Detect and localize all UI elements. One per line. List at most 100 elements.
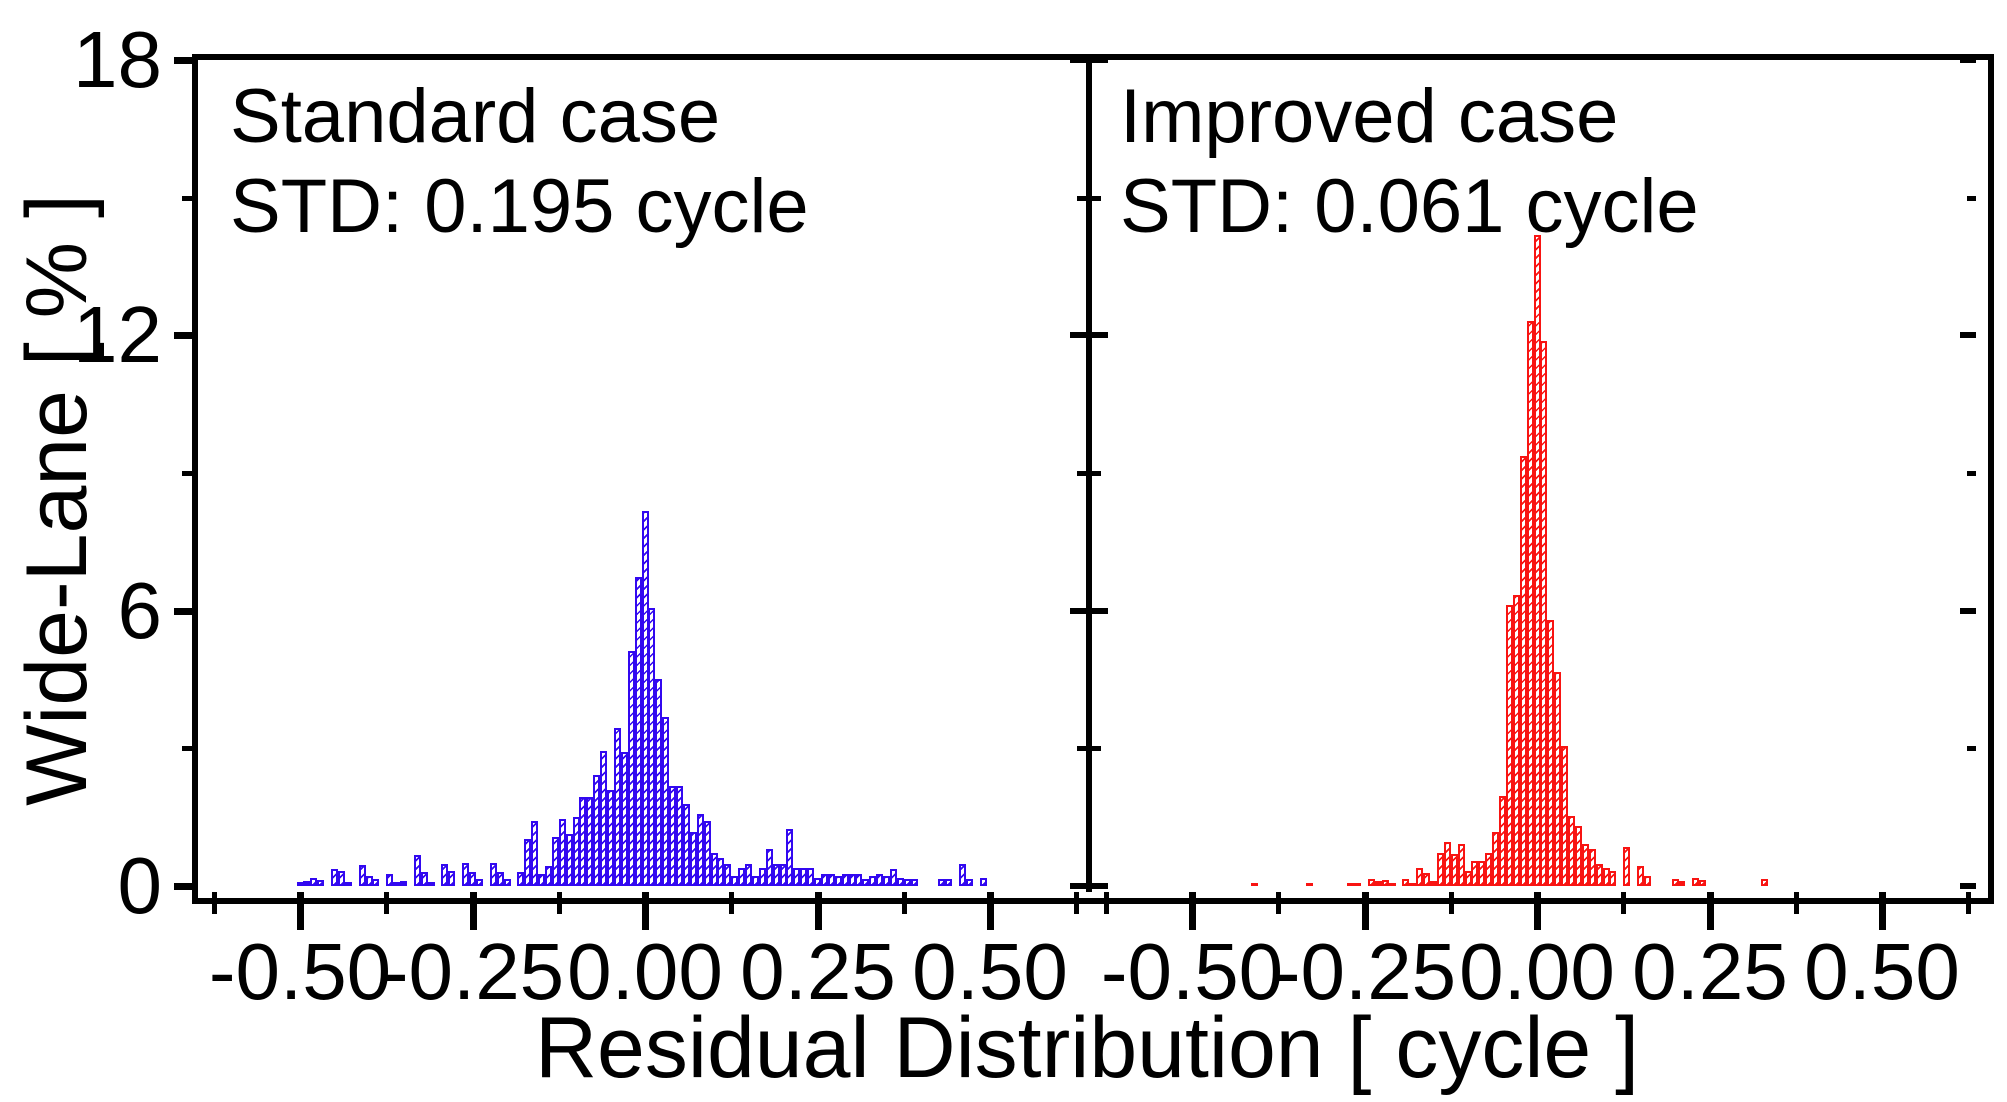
histogram-bar xyxy=(1513,595,1520,886)
histogram-bar xyxy=(835,876,842,886)
x-minor-tick xyxy=(212,892,217,914)
histogram-bar xyxy=(635,577,642,886)
x-minor-tick xyxy=(1449,892,1454,914)
y-tick-label: 18 xyxy=(73,15,162,104)
x-tick-label: 0.50 xyxy=(1804,927,1960,1016)
y-major-tick xyxy=(1070,57,1086,63)
histogram-bar xyxy=(966,879,973,886)
x-major-tick xyxy=(1362,892,1369,930)
histogram-bar xyxy=(1499,796,1506,886)
histogram-bar xyxy=(1409,883,1416,886)
histogram-bar xyxy=(1637,866,1644,886)
histogram-bar xyxy=(1444,842,1451,886)
x-major-tick xyxy=(815,892,822,930)
histogram-bar xyxy=(517,872,524,886)
histogram-bar xyxy=(766,849,773,886)
x-tick-label: -0.25 xyxy=(381,927,565,1016)
histogram-bar xyxy=(1485,853,1492,886)
histogram-bar xyxy=(1354,883,1361,886)
x-tick-label: 0.25 xyxy=(740,927,896,1016)
x-minor-tick xyxy=(1104,892,1109,914)
histogram-bar xyxy=(545,866,552,886)
histogram-bar xyxy=(1568,816,1575,886)
x-major-tick xyxy=(297,892,304,930)
histogram-bar xyxy=(911,879,918,886)
histogram-bar xyxy=(504,879,511,886)
y-major-tick xyxy=(1092,332,1108,338)
x-axis-label: Residual Distribution [ cycle ] xyxy=(534,1000,1640,1096)
histogram-bar xyxy=(904,879,911,886)
panel-improved-annotation: Improved case STD: 0.061 cycle xyxy=(1120,72,1699,252)
histogram-bar xyxy=(1478,861,1485,886)
histogram-bar xyxy=(731,876,738,886)
y-major-tick xyxy=(174,608,192,615)
histogram-bar xyxy=(1492,832,1499,886)
histogram-bar xyxy=(331,869,338,886)
x-minor-tick xyxy=(1966,892,1971,914)
histogram-bar xyxy=(869,876,876,886)
x-minor-tick xyxy=(729,892,734,914)
panel-improved-std: STD: 0.061 cycle xyxy=(1120,164,1699,249)
y-major-tick xyxy=(1960,57,1976,63)
histogram-bar xyxy=(821,874,828,886)
y-major-tick xyxy=(174,332,192,339)
y-major-tick xyxy=(1960,332,1976,338)
y-major-tick xyxy=(1960,883,1976,889)
x-tick-label: -0.25 xyxy=(1273,927,1457,1016)
y-tick-label: 12 xyxy=(73,290,162,379)
y-major-tick xyxy=(1070,883,1086,889)
histogram-bar xyxy=(1458,844,1465,886)
x-tick-label: 0.50 xyxy=(912,927,1068,1016)
histogram-bar xyxy=(752,876,759,886)
histogram-bar xyxy=(690,832,697,886)
histogram-bar xyxy=(600,751,607,886)
panel-improved-title: Improved case xyxy=(1120,74,1619,159)
y-minor-tick xyxy=(1092,746,1101,751)
histogram-bar xyxy=(359,865,366,886)
x-tick-label: 0.00 xyxy=(1459,927,1615,1016)
histogram-bar xyxy=(1692,878,1699,886)
histogram-bar xyxy=(1527,321,1534,886)
histogram-bar xyxy=(814,878,821,886)
histogram-bar xyxy=(669,786,676,886)
panel-standard-std: STD: 0.195 cycle xyxy=(230,164,809,249)
histogram-bar xyxy=(704,821,711,886)
y-tick-label: 0 xyxy=(117,841,163,930)
histogram-bar xyxy=(773,864,780,886)
histogram-bar xyxy=(697,814,704,886)
histogram-bar xyxy=(862,879,869,886)
histogram-bar xyxy=(566,834,573,886)
x-tick-label: -0.50 xyxy=(1100,927,1284,1016)
x-minor-tick xyxy=(1621,892,1626,914)
x-major-tick xyxy=(1534,892,1541,930)
histogram-bar xyxy=(1561,746,1568,886)
y-major-tick xyxy=(174,57,192,64)
y-major-tick xyxy=(1092,883,1108,889)
histogram-bar xyxy=(1251,883,1258,886)
histogram-bar xyxy=(1506,605,1513,886)
histogram-bar xyxy=(414,855,421,886)
panel-standard-title: Standard case xyxy=(230,74,721,159)
histogram-bar xyxy=(462,863,469,886)
x-minor-tick xyxy=(384,892,389,914)
histogram-bar xyxy=(372,879,379,886)
histogram-bar xyxy=(1451,854,1458,886)
histogram-bar xyxy=(400,881,407,886)
y-major-tick xyxy=(1092,608,1108,614)
histogram-bar xyxy=(683,804,690,886)
histogram-bar xyxy=(855,874,862,886)
y-minor-tick xyxy=(1967,196,1976,201)
histogram-bar xyxy=(648,608,655,886)
histogram-bar xyxy=(497,872,504,886)
histogram-bar xyxy=(1644,876,1651,886)
histogram-bar xyxy=(1547,620,1554,886)
histogram-bar xyxy=(842,874,849,886)
panel-divider xyxy=(1086,54,1092,892)
histogram-bar xyxy=(593,775,600,886)
y-minor-tick xyxy=(1077,196,1086,201)
histogram-bar xyxy=(662,717,669,886)
histogram-bar xyxy=(1540,341,1547,886)
histogram-bar xyxy=(1596,864,1603,886)
histogram-bar xyxy=(628,651,635,886)
